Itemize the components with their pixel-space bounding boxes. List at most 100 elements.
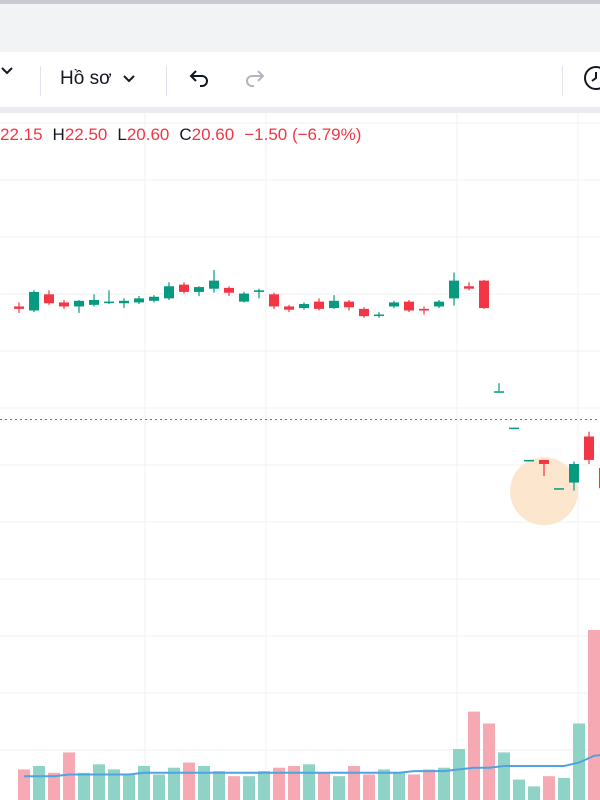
low-value: 20.60 (126, 125, 170, 144)
candle-body (254, 290, 264, 292)
volume-bar (228, 776, 240, 800)
candle-body (209, 280, 219, 289)
chevron-down-icon (122, 75, 135, 83)
toolbar-divider (166, 66, 167, 96)
candle-body (29, 291, 39, 311)
candle-body (59, 302, 69, 307)
volume-bar (558, 777, 570, 800)
candle-body (119, 300, 129, 304)
volume-bar (138, 766, 150, 800)
volume-bar (543, 776, 555, 800)
candle-body (149, 296, 159, 301)
candle-body (74, 300, 84, 307)
candle-body (539, 459, 549, 464)
candle-body (299, 304, 309, 309)
volume-bar (243, 776, 255, 800)
candle-body (584, 436, 594, 460)
volume-bar (198, 766, 210, 800)
volume-bar (273, 767, 285, 800)
volume-bar (528, 786, 540, 800)
volume-bar (63, 752, 75, 800)
price-chart[interactable] (0, 113, 600, 800)
candle-body (404, 301, 414, 311)
high-label: H (52, 125, 65, 144)
ohlc-legend: 22.15 H22.50 L20.60 C20.60 −1.50 (−6.79%) (0, 125, 371, 145)
candle-body (524, 459, 534, 462)
cursor-highlight (510, 457, 578, 526)
profile-dropdown-button[interactable]: Hồ sơ (60, 68, 136, 90)
toolbar-divider (40, 66, 41, 96)
candle-body (269, 294, 279, 307)
high-value: 22.50 (64, 125, 108, 144)
close-value: 20.60 (191, 125, 235, 144)
candle-body (359, 308, 369, 317)
volume-bar (348, 766, 360, 800)
volume-bar (468, 711, 480, 800)
alert-clock-icon (584, 66, 600, 90)
profile-label: Hồ sơ (60, 68, 112, 89)
redo-button[interactable] (244, 68, 266, 88)
volume-bar (123, 774, 135, 800)
candle-body (419, 308, 429, 311)
low-label: L (117, 125, 127, 144)
candle-body (374, 314, 384, 317)
candle-body (104, 301, 114, 304)
open-value: 22.15 (0, 125, 43, 144)
candle-body (134, 298, 144, 303)
volume-bar (183, 762, 195, 800)
toolbar-divider (562, 66, 563, 96)
volume-bar (498, 752, 510, 800)
candle-body (344, 301, 354, 308)
volume-bar (423, 769, 435, 800)
candle-body (179, 284, 189, 292)
volume-bar (18, 769, 30, 800)
candle-body (224, 287, 234, 293)
toolbar-divider-strip (0, 107, 600, 113)
volume-bar (168, 767, 180, 800)
volume-bar (588, 630, 600, 800)
volume-bar (408, 774, 420, 800)
candle-body (284, 306, 294, 310)
undo-button[interactable] (188, 68, 210, 88)
volume-bar (333, 776, 345, 800)
candle-body (314, 301, 324, 309)
undo-icon (189, 70, 208, 87)
volume-bar (213, 771, 225, 800)
chevron-down-icon[interactable] (0, 66, 14, 76)
volume-bar (108, 769, 120, 800)
chart-toolbar: Hồ sơ (0, 52, 600, 107)
volume-bar (153, 774, 165, 800)
candle-body (389, 302, 399, 307)
candle-body (479, 280, 489, 309)
volume-bar (453, 749, 465, 800)
volume-bar (288, 766, 300, 800)
volume-bar (48, 772, 60, 800)
volume-bar (303, 764, 315, 800)
volume-bar (438, 767, 450, 800)
candle-body (569, 463, 579, 483)
volume-bar (318, 772, 330, 800)
volume-bar (93, 764, 105, 800)
candle-body (464, 286, 474, 289)
candle-body (164, 286, 174, 299)
close-label: C (179, 125, 192, 144)
alert-button[interactable] (582, 65, 600, 91)
volume-ma-line (24, 754, 600, 778)
candle-body (449, 280, 459, 299)
volume-bar (33, 766, 45, 800)
volume-bar (513, 779, 525, 800)
candle-body (194, 287, 204, 292)
volume-bar (483, 723, 495, 800)
volume-bar (393, 772, 405, 800)
volume-bar (258, 771, 270, 800)
volume-bar (363, 774, 375, 800)
candle-body (329, 300, 339, 309)
header-area (0, 4, 600, 53)
redo-icon (246, 70, 265, 87)
candle-body (239, 293, 249, 302)
volume-bar (78, 772, 90, 800)
candle-body (434, 301, 444, 307)
candle-body (494, 391, 504, 393)
candle-body (509, 427, 519, 430)
candle-body (14, 306, 24, 309)
